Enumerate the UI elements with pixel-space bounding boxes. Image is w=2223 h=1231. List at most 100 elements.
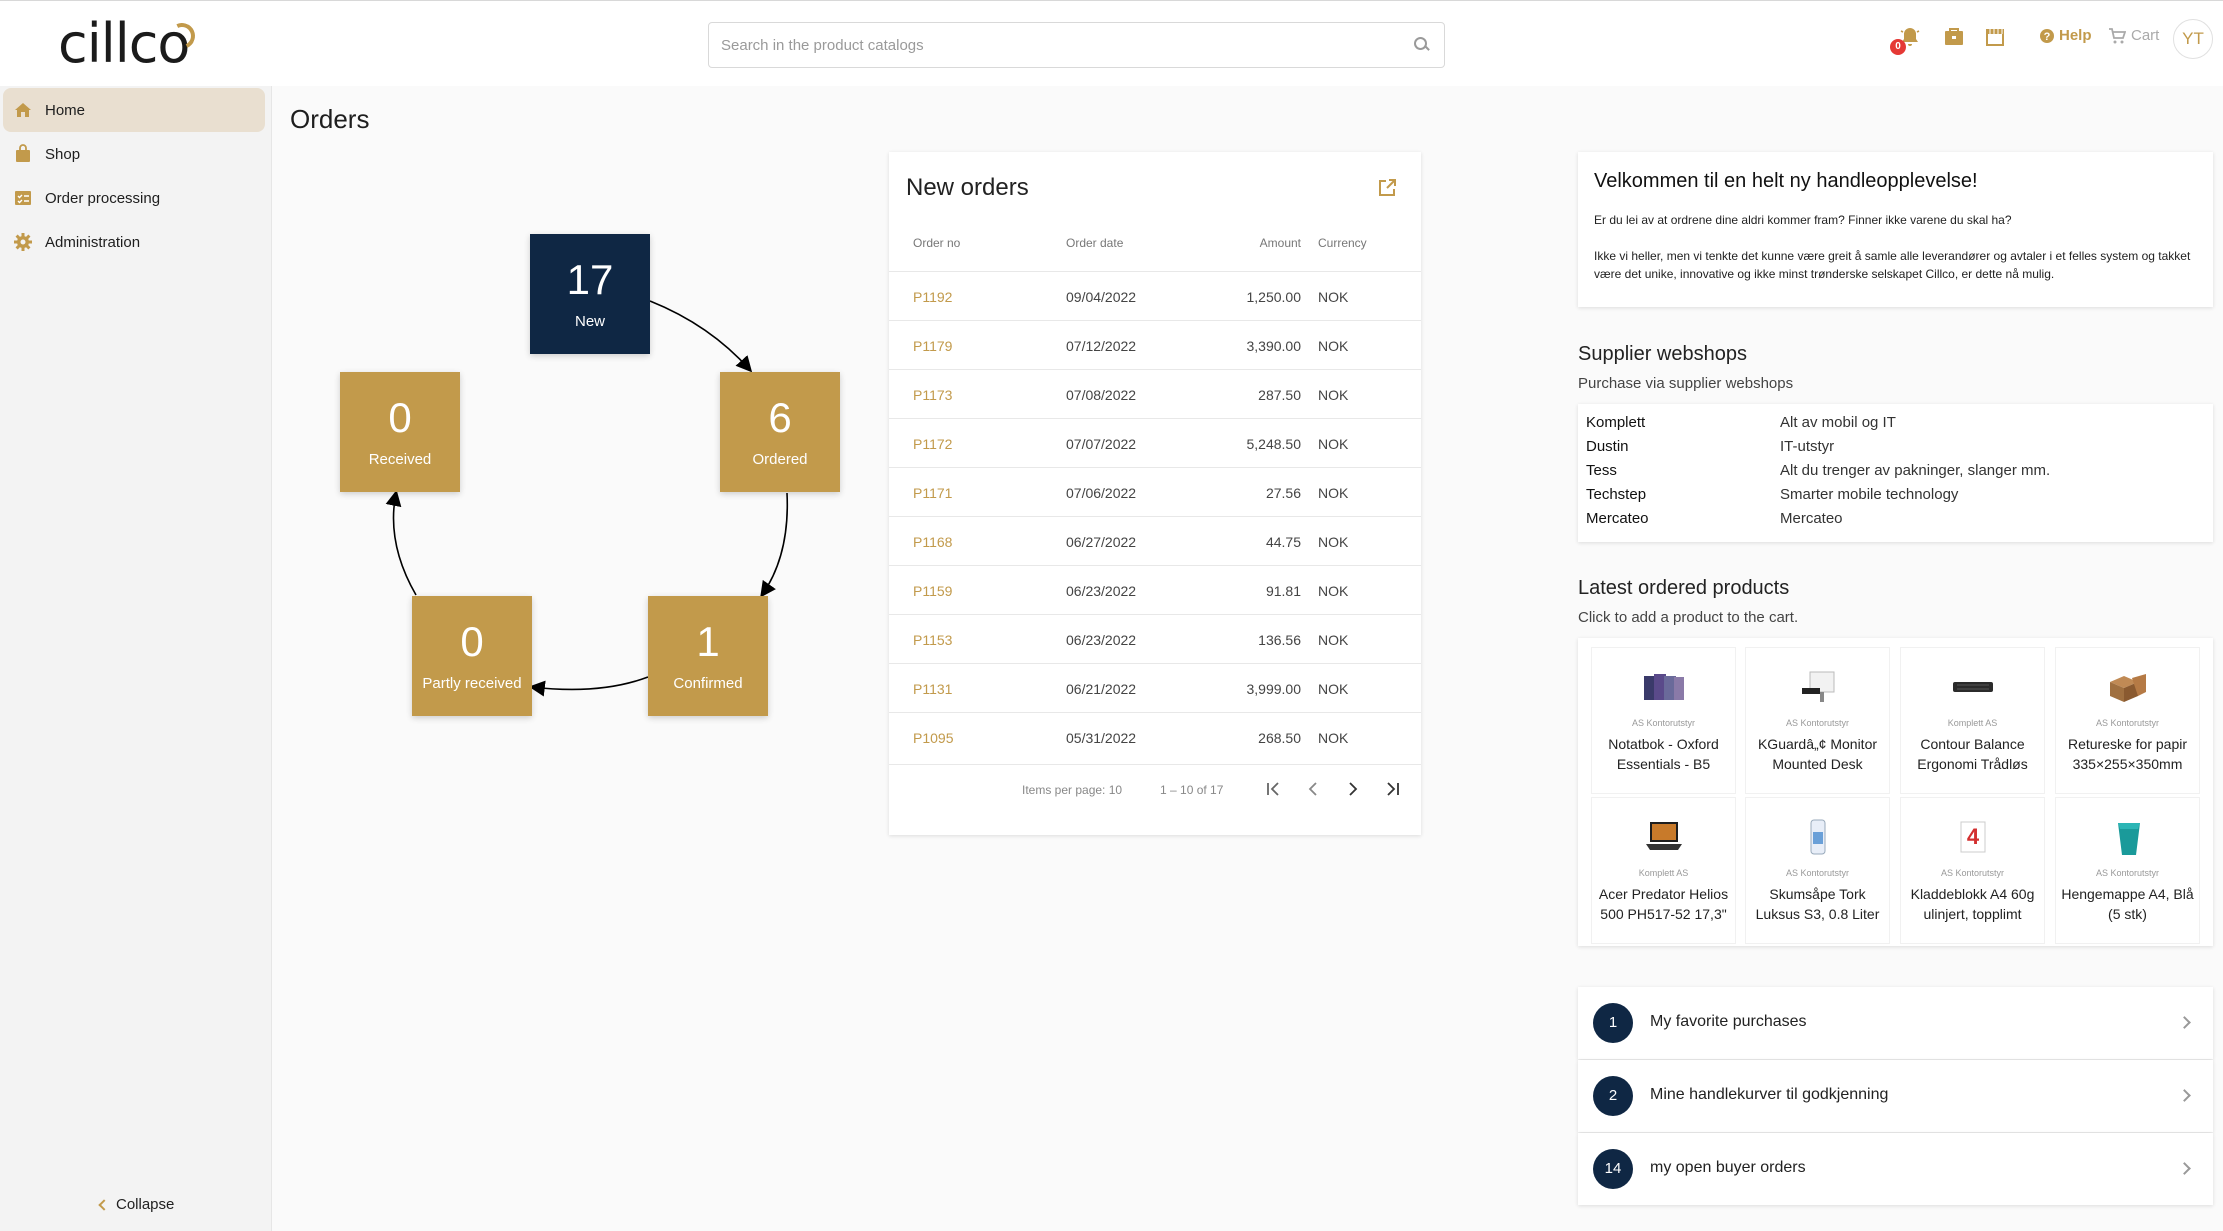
product-vendor: AS Kontorutstyr: [2095, 868, 2160, 878]
table-row[interactable]: P1171 07/06/2022 27.56 NOK: [889, 467, 1421, 516]
search-icon[interactable]: [1412, 35, 1432, 55]
favorite-purchases-card[interactable]: 1 My favorite purchases: [1578, 987, 2213, 1059]
column-header-order-no[interactable]: Order no: [913, 236, 961, 250]
column-header-amount[interactable]: Amount: [1259, 236, 1301, 250]
svg-text:?: ?: [2044, 31, 2051, 43]
collapse-button[interactable]: Collapse: [98, 1196, 175, 1213]
order-link[interactable]: P1172: [913, 436, 953, 452]
welcome-paragraph: Er du lei av at ordrene dine aldri komme…: [1594, 213, 2012, 227]
store-button[interactable]: [1983, 25, 2007, 49]
previous-page-icon[interactable]: [1302, 778, 1324, 800]
carts-approval-card[interactable]: 2 Mine handlekurver til godkjenning: [1578, 1060, 2213, 1132]
status-partly-received[interactable]: 0 Partly received: [412, 596, 532, 716]
sidebar-item-administration[interactable]: Administration: [3, 220, 265, 264]
column-header-currency[interactable]: Currency: [1318, 236, 1367, 250]
column-header-order-date[interactable]: Order date: [1066, 236, 1124, 250]
product-card[interactable]: AS Kontorutstyr KGuardâ„¢ Monitor Mounte…: [1746, 648, 1889, 793]
order-link[interactable]: P1171: [913, 485, 953, 501]
home-icon: [15, 103, 31, 117]
order-amount: 136.56: [1258, 632, 1301, 648]
product-name: Kladdeblokk A4 60g ulinjert, topplimt: [1910, 886, 2035, 922]
sidebar-item-label: Home: [45, 101, 86, 119]
product-card[interactable]: Komplett AS Acer Predator Helios 500 PH5…: [1592, 798, 1735, 943]
order-link[interactable]: P1168: [913, 534, 953, 550]
status-received[interactable]: 0 Received: [340, 372, 460, 492]
table-row[interactable]: P1153 06/23/2022 136.56 NOK: [889, 614, 1421, 663]
product-vendor: AS Kontorutstyr: [2095, 718, 2160, 728]
table-row[interactable]: P1179 07/12/2022 3,390.00 NOK: [889, 320, 1421, 369]
status-ordered[interactable]: 6 Ordered: [720, 372, 840, 492]
welcome-paragraph: Ikke vi heller, men vi tenkte det kunne …: [1594, 249, 2191, 281]
product-name: KGuardâ„¢ Monitor Mounted Desk: [1757, 736, 1878, 772]
cart-label: Cart: [2131, 27, 2160, 44]
product-card[interactable]: AS Kontorutstyr Notatbok - Oxford Essent…: [1592, 648, 1735, 793]
status-label: Confirmed: [673, 674, 743, 692]
product-vendor: AS Kontorutstyr: [1940, 868, 2005, 878]
product-name: Notatbok - Oxford Essentials - B5: [1608, 736, 1719, 772]
order-link[interactable]: P1153: [913, 632, 953, 648]
status-new[interactable]: 17 New: [530, 234, 650, 354]
user-avatar[interactable]: YT: [2173, 19, 2213, 59]
order-date: 06/21/2022: [1066, 681, 1137, 697]
status-confirmed[interactable]: 1 Confirmed: [648, 596, 768, 716]
order-link[interactable]: P1131: [913, 681, 953, 697]
status-label: Ordered: [752, 450, 808, 468]
order-amount: 44.75: [1265, 534, 1301, 550]
orders-button[interactable]: [1942, 25, 1966, 49]
laptop-icon: [1645, 822, 1682, 850]
table-row[interactable]: P1192 09/04/2022 1,250.00 NOK: [889, 271, 1421, 320]
table-row[interactable]: P1168 06/27/2022 44.75 NOK: [889, 516, 1421, 565]
chevron-right-icon: [2178, 1016, 2191, 1029]
table-row[interactable]: P1131 06/21/2022 3,999.00 NOK: [889, 663, 1421, 712]
table-row[interactable]: P1095 05/31/2022 268.50 NOK: [889, 712, 1421, 761]
order-amount: 91.81: [1265, 583, 1301, 599]
cart-link[interactable]: Cart: [2108, 27, 2159, 44]
table-row[interactable]: P1173 07/08/2022 287.50 NOK: [889, 369, 1421, 418]
product-card[interactable]: AS Kontorutstyr Hengemappe A4, Blå (5 st…: [2056, 798, 2199, 943]
order-currency: NOK: [1318, 730, 1349, 746]
count-badge: 1: [1593, 1003, 1633, 1043]
chevron-right-icon: [2178, 1162, 2191, 1175]
sidebar: Home Shop Order processing Administratio…: [0, 86, 272, 1231]
open-buyer-orders-card[interactable]: 14 my open buyer orders: [1578, 1133, 2213, 1205]
sidebar-item-shop[interactable]: Shop: [3, 132, 265, 176]
notifications-button[interactable]: 0: [1890, 25, 1922, 55]
order-date: 06/23/2022: [1066, 583, 1137, 599]
webshop-desc: IT-utstyr: [1780, 438, 1835, 455]
webshop-desc: Alt du trenger av pakninger, slanger mm.: [1780, 462, 2051, 479]
order-link[interactable]: P1173: [913, 387, 953, 403]
status-count: 0: [460, 617, 484, 665]
first-page-icon[interactable]: [1262, 778, 1284, 800]
order-link[interactable]: P1095: [913, 730, 954, 746]
collapse-label: Collapse: [116, 1196, 175, 1213]
cart-icon: [2109, 27, 2126, 43]
table-row[interactable]: P1159 06/23/2022 91.81 NOK: [889, 565, 1421, 614]
latest-products-grid: AS Kontorutstyr Notatbok - Oxford Essent…: [1578, 638, 2213, 946]
order-link[interactable]: P1179: [913, 338, 953, 354]
product-card[interactable]: AS Kontorutstyr Retureske for papir 335×…: [2056, 648, 2199, 793]
last-page-icon[interactable]: [1382, 778, 1404, 800]
webshop-name: Techstep: [1586, 486, 1647, 503]
order-link[interactable]: P1192: [913, 289, 953, 305]
logo[interactable]: cillco: [58, 15, 200, 71]
items-per-page[interactable]: Items per page: 10: [1022, 783, 1123, 797]
order-link[interactable]: P1159: [913, 583, 953, 599]
product-vendor: Komplett AS: [1638, 868, 1689, 878]
order-amount: 1,250.00: [1246, 289, 1302, 305]
help-link[interactable]: ? Help: [2039, 27, 2092, 44]
notepad-icon: 4: [1960, 821, 1985, 853]
product-card[interactable]: Komplett AS Contour Balance Ergonomi Trå…: [1901, 648, 2044, 793]
product-vendor: AS Kontorutstyr: [1785, 868, 1850, 878]
table-row[interactable]: P1172 07/07/2022 5,248.50 NOK: [889, 418, 1421, 467]
product-card[interactable]: 4 AS Kontorutstyr Kladdeblokk A4 60g uli…: [1901, 798, 2044, 943]
search-input[interactable]: [721, 36, 1412, 54]
order-amount: 27.56: [1265, 485, 1301, 501]
sidebar-item-label: Shop: [45, 145, 81, 163]
next-page-icon[interactable]: [1342, 778, 1364, 800]
welcome-card: Velkommen til en helt ny handleopplevels…: [1578, 152, 2213, 307]
open-in-new-icon[interactable]: [1377, 178, 1397, 198]
product-card[interactable]: AS Kontorutstyr Skumsåpe Tork Luksus S3,…: [1746, 798, 1889, 943]
sidebar-item-order-processing[interactable]: Order processing: [3, 176, 265, 220]
webshop-name: Komplett: [1586, 414, 1646, 431]
sidebar-item-home[interactable]: Home: [3, 88, 265, 132]
